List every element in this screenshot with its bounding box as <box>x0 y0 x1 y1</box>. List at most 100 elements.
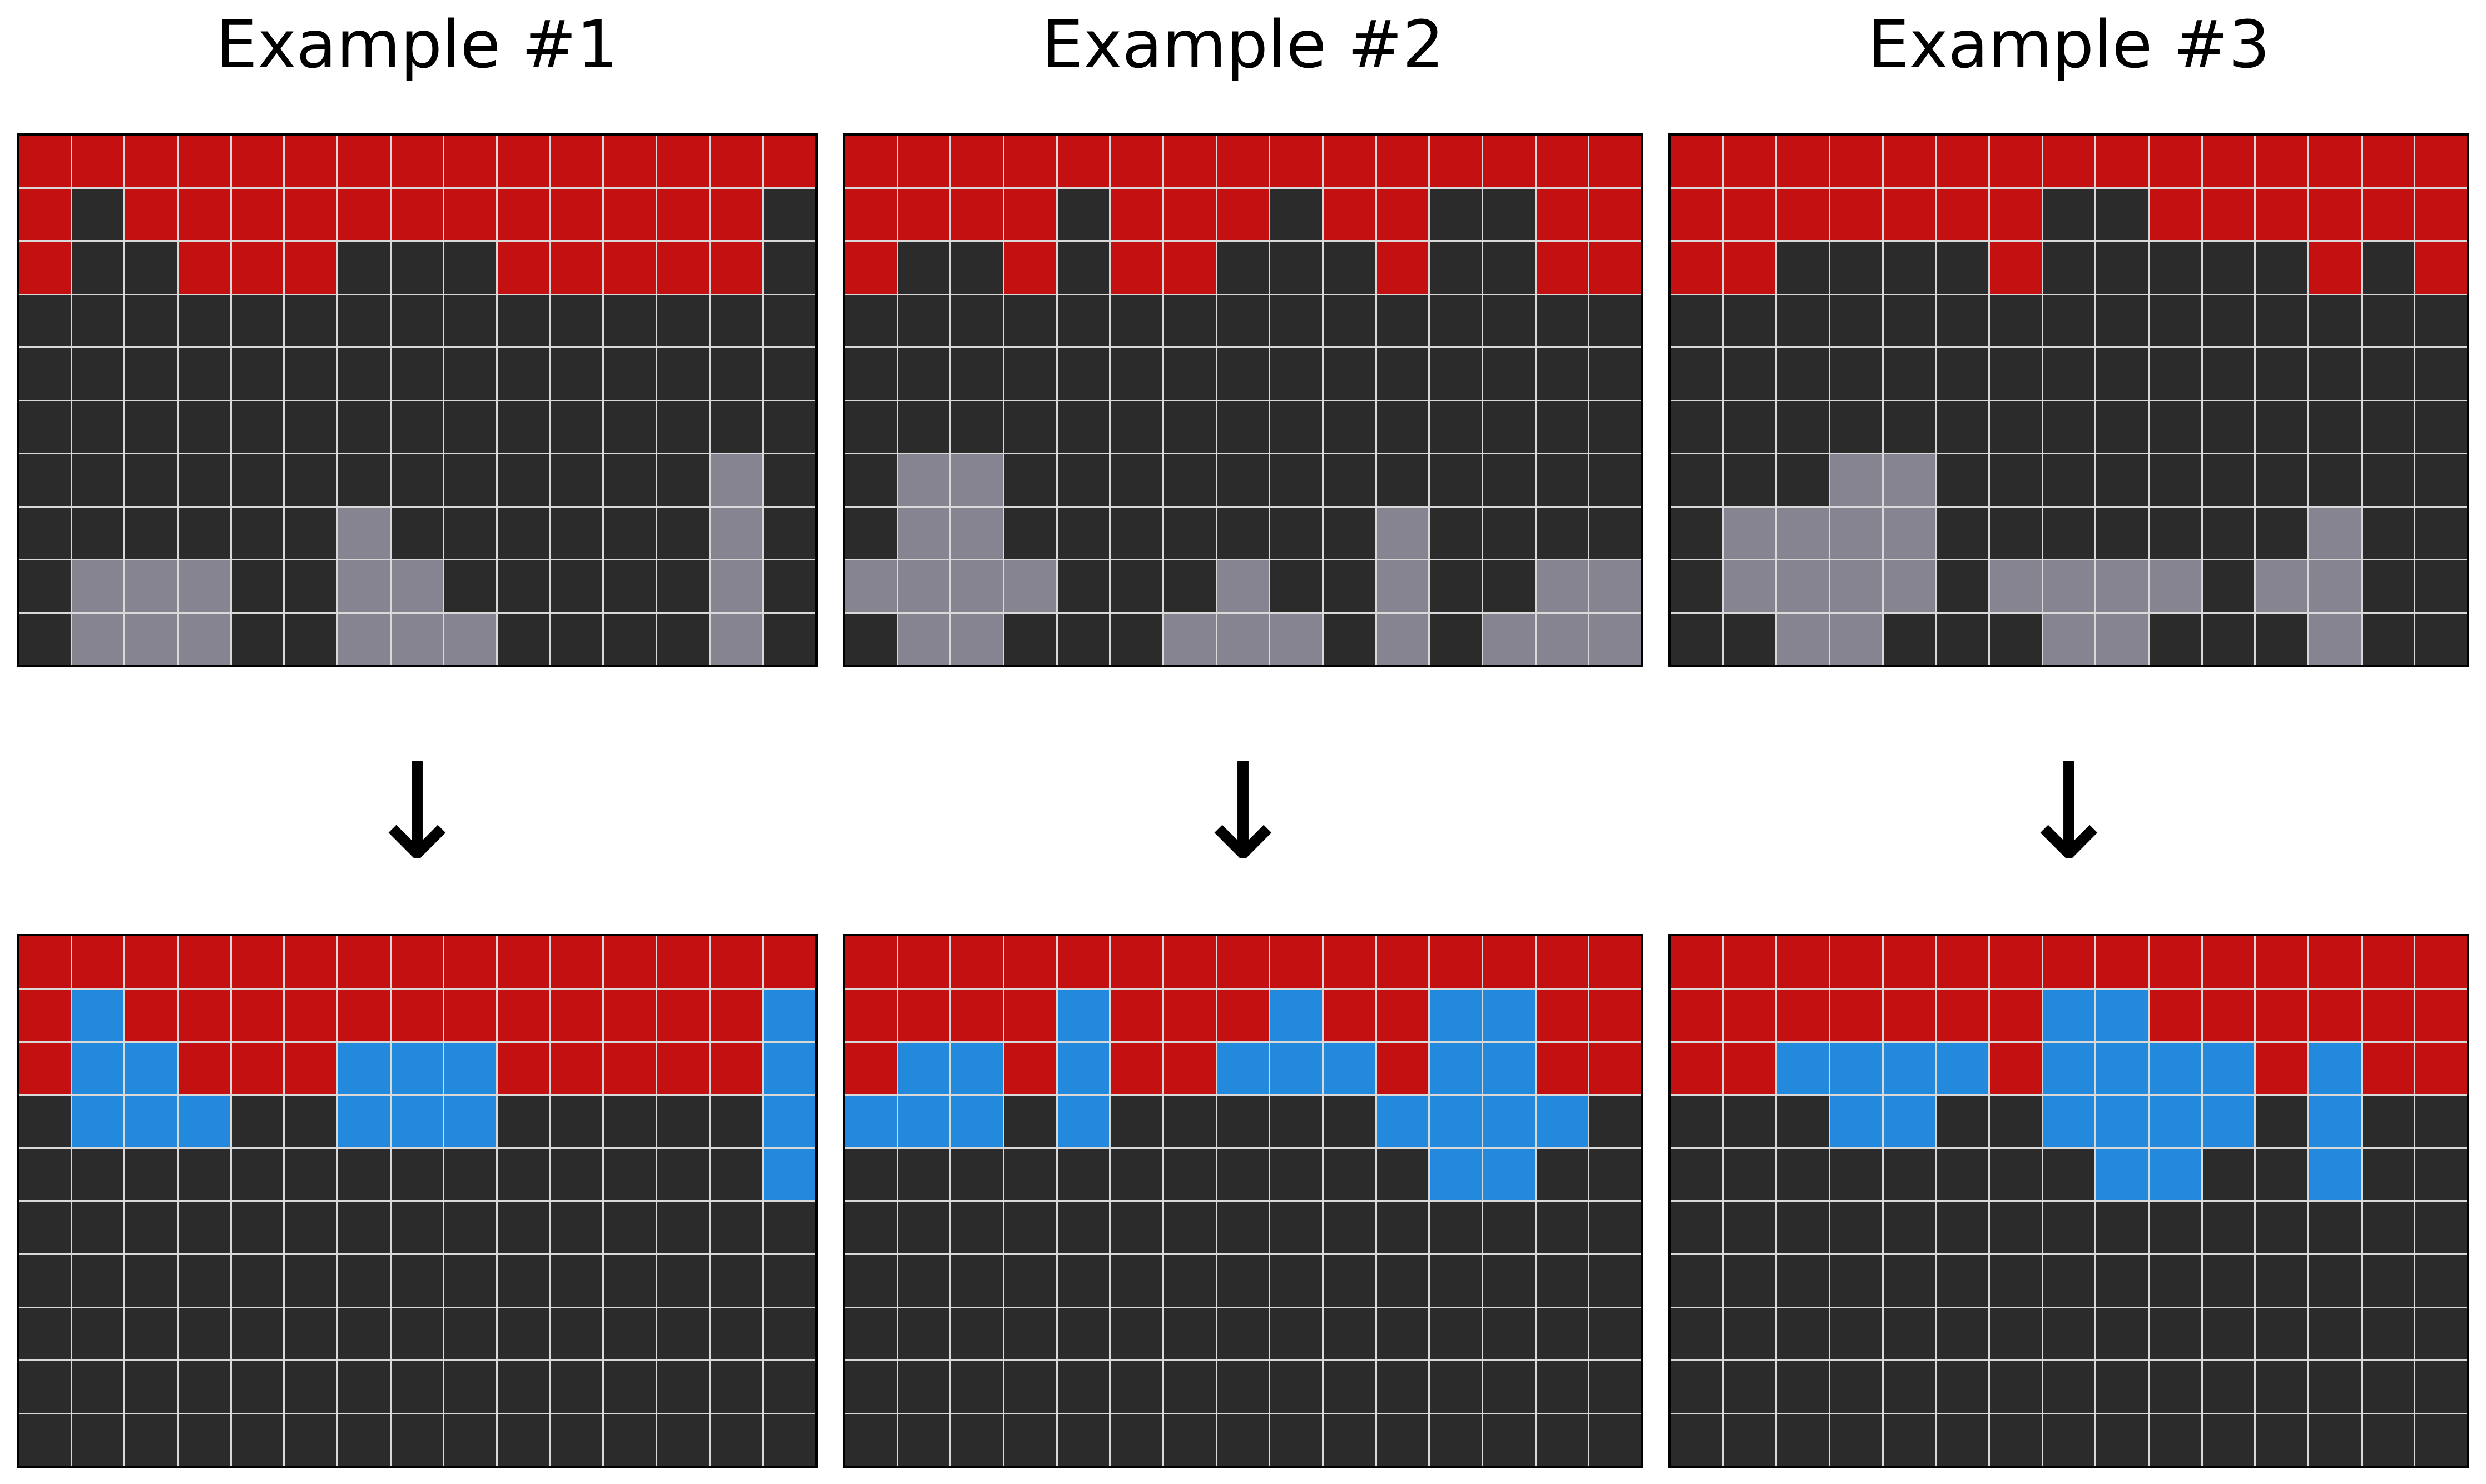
grid-cell <box>951 242 1003 294</box>
grid-cell <box>2149 1095 2201 1147</box>
grid-cell <box>2096 989 2148 1041</box>
grid-cell <box>1830 1043 1882 1094</box>
grid-cell <box>2256 507 2307 559</box>
grid-cell <box>2043 1308 2095 1359</box>
grid-cell <box>764 454 815 506</box>
grid-cell <box>444 1361 496 1413</box>
grid-cell <box>1057 188 1110 240</box>
grid-cell <box>1163 348 1216 400</box>
grid-cell <box>710 1414 762 1466</box>
grid-cell <box>951 1202 1003 1253</box>
grid-cell <box>231 1095 284 1147</box>
grid-cell <box>1057 295 1110 346</box>
grid-cell <box>231 560 284 612</box>
grid-cell <box>338 613 390 665</box>
grid-cell <box>1589 560 1641 612</box>
grid-cell <box>1483 401 1535 453</box>
grid-cell <box>1724 1202 1776 1253</box>
grid-cell <box>1430 401 1482 453</box>
grid-cell <box>178 1202 230 1253</box>
grid-cell <box>1830 936 1882 988</box>
grid-cell <box>497 136 549 187</box>
grid-cell <box>1724 295 1776 346</box>
grid-cell <box>1217 188 1269 240</box>
grid-cell <box>1883 401 1935 453</box>
grid-cell <box>1589 1043 1641 1094</box>
grid-cell <box>391 136 443 187</box>
grid-cell <box>2043 401 2095 453</box>
grid-cell <box>231 1361 284 1413</box>
grid-cell <box>2309 1043 2361 1094</box>
grid-cell <box>951 1043 1003 1094</box>
grid-cell <box>951 560 1003 612</box>
grid-cell <box>2043 1414 2095 1466</box>
grid-cell <box>1883 1361 1935 1413</box>
grid-cell <box>604 454 656 506</box>
grid-cell <box>391 1043 443 1094</box>
grid-cell <box>1430 1414 1482 1466</box>
grid-cell <box>72 242 124 294</box>
grid-cell <box>19 136 71 187</box>
grid-cell <box>19 1202 71 1253</box>
grid-cell <box>2256 454 2307 506</box>
grid-cell <box>444 1202 496 1253</box>
grid-cell <box>178 560 230 612</box>
grid-cell <box>1483 295 1535 346</box>
grid-cell <box>2043 1043 2095 1094</box>
grid-cell <box>1111 454 1162 506</box>
grid-cell <box>1989 1361 2042 1413</box>
grid-cell <box>1830 242 1882 294</box>
grid-cell <box>1323 1361 1375 1413</box>
grid-cell <box>1004 936 1056 988</box>
grid-cell <box>2362 348 2414 400</box>
grid-cell <box>178 989 230 1041</box>
grid-cell <box>2149 1202 2201 1253</box>
grid-cell <box>2309 295 2361 346</box>
grid-cell <box>1777 188 1829 240</box>
grid-cell <box>2309 1202 2361 1253</box>
grid-cell <box>1270 507 1322 559</box>
grid-cell <box>1777 1043 1829 1094</box>
grid-cell <box>2043 613 2095 665</box>
grid-cell <box>1111 188 1162 240</box>
grid-cell <box>2415 242 2467 294</box>
grid-cell <box>845 401 897 453</box>
grid-cell <box>2362 936 2414 988</box>
grid-cell <box>657 560 709 612</box>
grid-cell <box>2202 136 2255 187</box>
grid-cell <box>657 1043 709 1094</box>
grid-cell <box>2096 1361 2148 1413</box>
grid-cell <box>1589 613 1641 665</box>
grid-cell <box>72 295 124 346</box>
grid-cell <box>898 1095 950 1147</box>
grid-cell <box>1883 1255 1935 1307</box>
grid-cell <box>1483 1414 1535 1466</box>
grid-cell <box>710 613 762 665</box>
grid-cell <box>710 1308 762 1359</box>
grid-cell <box>845 1043 897 1094</box>
grid-cell <box>657 1255 709 1307</box>
grid-cell <box>1376 507 1429 559</box>
grid-cell <box>338 1361 390 1413</box>
grid-cell <box>178 613 230 665</box>
example-3-title: Example #3 <box>1868 6 2270 83</box>
grid-cell <box>1270 1255 1322 1307</box>
grid-cell <box>1217 1202 1269 1253</box>
grid-cell <box>845 188 897 240</box>
grid-cell <box>845 560 897 612</box>
grid-cell <box>285 401 336 453</box>
grid-cell <box>125 1255 177 1307</box>
grid-cell <box>285 1255 336 1307</box>
grid-cell <box>764 989 815 1041</box>
grid-cell <box>231 1414 284 1466</box>
grid-cell <box>898 295 950 346</box>
grid-cell <box>285 507 336 559</box>
grid-cell <box>1057 989 1110 1041</box>
grid-cell <box>1163 295 1216 346</box>
grid-cell <box>231 348 284 400</box>
grid-cell <box>497 401 549 453</box>
grid-cell <box>1883 348 1935 400</box>
grid-cell <box>125 1414 177 1466</box>
grid-cell <box>898 1043 950 1094</box>
grid-cell <box>764 348 815 400</box>
